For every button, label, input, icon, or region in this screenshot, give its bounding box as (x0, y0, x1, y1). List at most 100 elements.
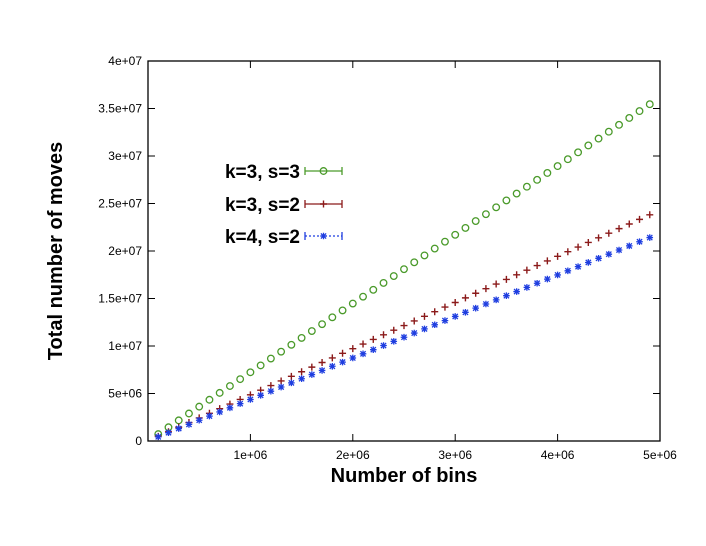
x-tick-label: 1e+06 (234, 448, 268, 462)
data-point (563, 155, 572, 164)
data-point (390, 326, 398, 334)
data-point (185, 421, 193, 428)
y-tick-label: 1e+07 (108, 339, 142, 353)
y-tick-label: 3.5e+07 (98, 102, 142, 116)
x-tick-label: 2e+06 (336, 448, 370, 462)
x-tick-label: 3e+06 (438, 448, 472, 462)
data-point (502, 275, 510, 283)
data-point (441, 237, 449, 246)
legend-marker (320, 200, 327, 208)
x-tick-label: 5e+06 (643, 448, 677, 462)
data-point (298, 368, 306, 376)
data-point (277, 347, 286, 356)
data-point (554, 252, 562, 260)
legend: k=3, s=3 k=3, s=2 k=4, s=2 (225, 162, 343, 248)
y-tick-label: 0 (135, 434, 142, 448)
data-point (318, 359, 326, 367)
data-point (462, 309, 469, 316)
plot-frame (147, 60, 661, 442)
series-3 (154, 234, 654, 441)
data-point (410, 317, 418, 325)
legend-item: k=3, s=3 (225, 162, 343, 183)
data-point (308, 363, 316, 371)
data-point (472, 304, 479, 312)
data-point (554, 271, 561, 279)
data-point (574, 148, 583, 157)
data-point (266, 354, 275, 363)
data-point (594, 134, 603, 143)
data-point (595, 255, 602, 262)
axis-ticks (148, 60, 661, 442)
data-point (421, 325, 428, 333)
legend-label: k=3, s=3 (225, 162, 300, 183)
data-point (165, 429, 172, 436)
data-point (605, 250, 613, 258)
data-point (348, 299, 357, 308)
data-point (441, 317, 449, 324)
legend-label: k=4, s=2 (225, 227, 300, 248)
tick-labels: 1e+06 2e+06 3e+06 4e+06 5e+06 0 5e+06 1e+07 1.5e… (98, 54, 677, 462)
data-point (471, 217, 480, 226)
data-point (523, 284, 531, 291)
data-point (585, 259, 592, 266)
data-point (389, 272, 398, 280)
y-tick-label: 5e+06 (108, 387, 142, 401)
data-point (195, 402, 204, 411)
data-point (185, 409, 193, 418)
data-point (522, 182, 531, 191)
data-point (625, 114, 634, 122)
data-point (369, 335, 377, 343)
data-point (533, 279, 541, 287)
data-point (564, 267, 572, 275)
legend-item: k=4, s=2 (225, 227, 343, 248)
data-point (328, 354, 336, 362)
data-point (645, 100, 654, 109)
y-tick-label: 3e+07 (108, 149, 142, 163)
data-point (359, 292, 367, 301)
data-point (318, 320, 327, 329)
data-point (226, 404, 234, 412)
data-point (615, 225, 623, 233)
data-point (543, 257, 551, 265)
data-point (410, 258, 419, 267)
data-point (502, 196, 511, 205)
y-tick-label: 2.5e+07 (98, 197, 142, 211)
data-point (625, 242, 633, 250)
data-point (451, 313, 459, 320)
data-point (349, 354, 357, 362)
data-point (430, 244, 439, 253)
data-point (431, 308, 439, 316)
data-point (338, 306, 347, 315)
x-tick-label: 4e+06 (541, 448, 575, 462)
data-point (175, 425, 183, 432)
data-point (451, 298, 459, 306)
data-point (318, 367, 326, 374)
data-point (625, 220, 633, 228)
data-point (646, 234, 654, 241)
data-point (308, 371, 316, 378)
data-point (349, 345, 357, 353)
data-point (636, 238, 643, 246)
data-point (339, 349, 347, 357)
data-point (604, 127, 613, 136)
data-point (564, 248, 572, 256)
data-point (288, 379, 295, 387)
data-point (615, 120, 623, 129)
data-point (400, 322, 408, 330)
data-point (420, 251, 429, 260)
y-tick-label: 4e+07 (108, 54, 142, 68)
data-point (605, 229, 613, 237)
data-point (277, 377, 285, 385)
data-point (441, 303, 449, 311)
data-point (574, 263, 582, 270)
data-point (481, 210, 490, 219)
data-point (410, 329, 418, 337)
data-point (369, 346, 377, 353)
data-point (472, 289, 480, 297)
data-point (544, 275, 551, 283)
data-point (257, 392, 264, 399)
data-point (379, 278, 388, 287)
data-point (359, 350, 367, 358)
data-point (482, 300, 490, 308)
data-point (216, 408, 223, 416)
